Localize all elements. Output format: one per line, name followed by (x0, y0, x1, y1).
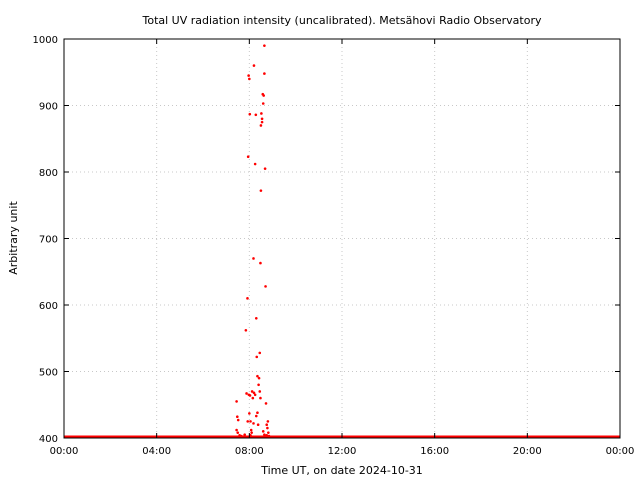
data-point (254, 414, 258, 418)
grid (64, 39, 620, 438)
data-point (236, 418, 240, 422)
x-axis-ticks: 00:00 04:00 08:00 12:00 16:00 20:00 00:00 (50, 39, 635, 457)
data-point (246, 420, 250, 423)
data-point (249, 420, 252, 423)
data-point (250, 431, 253, 434)
data-point (249, 428, 253, 432)
data-point (236, 431, 240, 434)
data-point (249, 434, 252, 437)
data-point (261, 430, 265, 433)
data-point (248, 394, 252, 397)
data-point (244, 328, 248, 332)
x-tick-label: 12:00 (328, 446, 357, 457)
data-point (259, 396, 262, 400)
data-point (248, 77, 251, 81)
data-point (243, 433, 246, 436)
data-point (257, 376, 261, 380)
x-axis-label: Time UT, on date 2024-10-31 (260, 464, 423, 477)
data-point (250, 390, 254, 393)
data-point (264, 402, 268, 405)
data-point (252, 257, 255, 260)
data-point (246, 155, 250, 159)
data-point (263, 167, 267, 170)
data-point (267, 434, 271, 438)
data-point (261, 102, 265, 105)
data-point (259, 189, 263, 192)
data-point (259, 124, 263, 127)
x-tick-label: 00:00 (50, 446, 79, 457)
data-point (255, 355, 259, 359)
data-point (262, 94, 265, 97)
data-point (267, 431, 270, 434)
data-point (263, 72, 266, 75)
data-point (252, 422, 255, 425)
data-point (248, 112, 252, 116)
data-point (266, 420, 270, 423)
x-tick-label: 20:00 (513, 446, 542, 457)
data-point (259, 261, 262, 265)
x-tick-label: 08:00 (235, 446, 264, 457)
y-tick-label: 700 (39, 235, 58, 246)
data-point (265, 434, 269, 437)
data-point (256, 411, 259, 415)
y-tick-label: 1000 (33, 35, 58, 46)
data-point (264, 285, 267, 288)
chart-title: Total UV radiation intensity (uncalibrat… (142, 14, 542, 27)
data-point (254, 113, 258, 117)
data-point (257, 383, 260, 387)
data-point (260, 120, 264, 124)
x-tick-label: 00:00 (606, 446, 635, 457)
y-tick-label: 900 (39, 102, 58, 113)
y-axis-label: Arbitrary unit (7, 201, 20, 275)
data-point (256, 374, 259, 378)
data-point (246, 297, 249, 300)
data-point (248, 412, 251, 415)
points-layer (235, 44, 271, 438)
data-point (263, 44, 266, 47)
y-tick-label: 400 (39, 434, 58, 445)
data-point (258, 351, 262, 355)
x-tick-label: 04:00 (142, 446, 171, 457)
data-point (265, 423, 269, 427)
data-point (260, 112, 263, 115)
data-point (263, 433, 266, 436)
data-point (251, 396, 255, 400)
data-point (247, 74, 250, 77)
data-point (245, 392, 248, 395)
data-point (260, 117, 264, 121)
data-point (254, 317, 258, 320)
data-point (252, 391, 256, 395)
data-point (266, 426, 269, 430)
data-point (235, 428, 238, 432)
y-tick-label: 500 (39, 368, 58, 379)
data-point (253, 162, 257, 166)
x-tick-label: 16:00 (420, 446, 449, 457)
y-tick-label: 600 (39, 301, 58, 312)
data-point (253, 393, 257, 397)
data-point (241, 435, 245, 438)
data-point (252, 64, 256, 67)
data-point (235, 415, 239, 419)
y-tick-label: 800 (39, 168, 58, 179)
data-point (256, 423, 260, 427)
data-point (258, 390, 262, 393)
y-axis-ticks: 400 500 600 700 800 900 1000 (33, 35, 620, 445)
data-point (235, 400, 238, 403)
